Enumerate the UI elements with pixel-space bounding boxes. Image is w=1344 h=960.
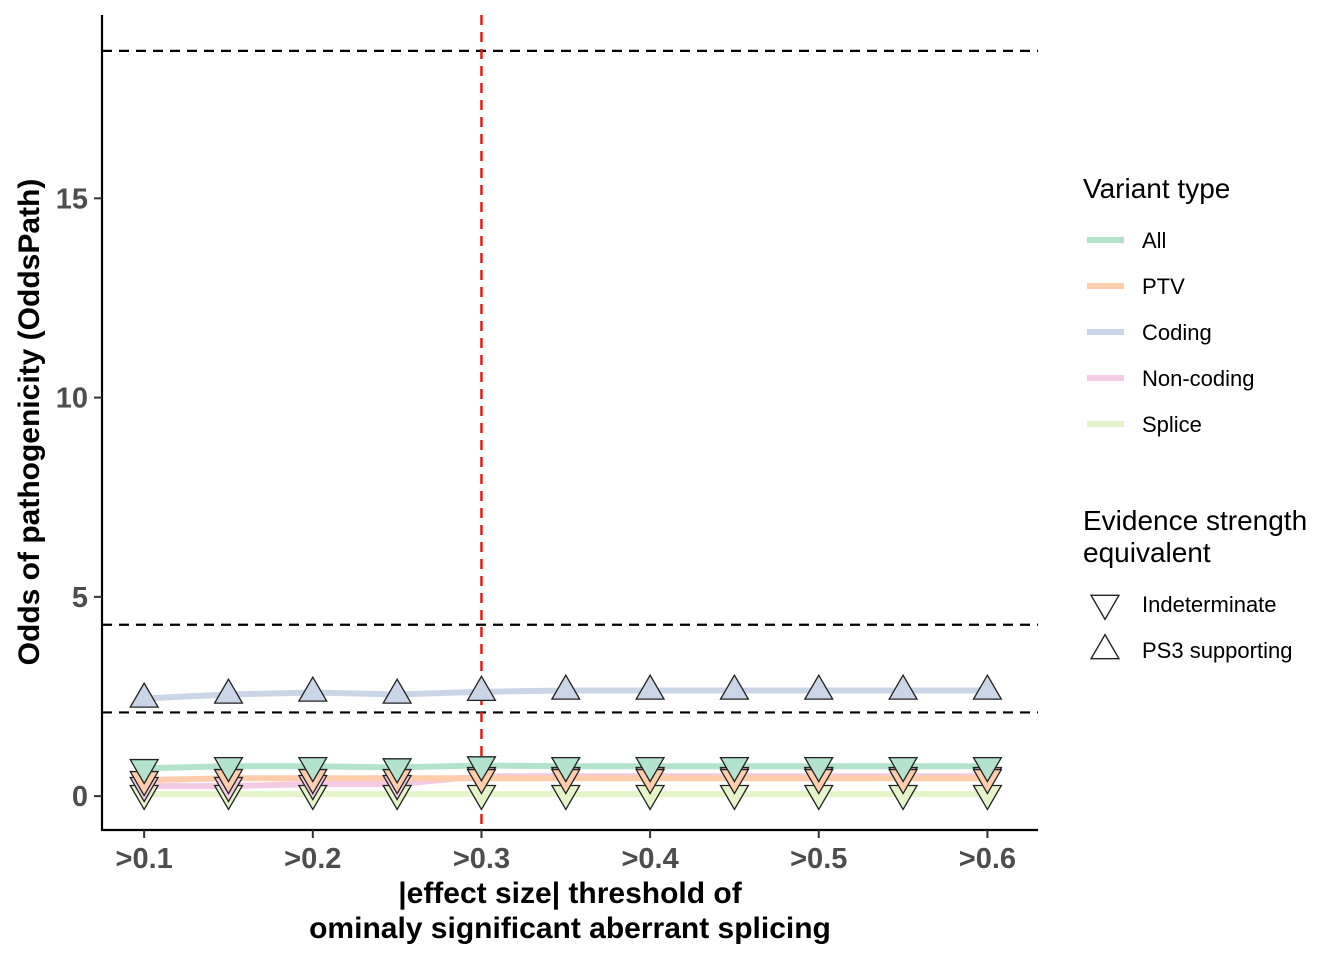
- point-coding-0: [129, 681, 160, 708]
- x-tick-label-3: >0.4: [621, 843, 678, 875]
- legend-label-non-coding: Non-coding: [1142, 366, 1255, 391]
- legend-evidence-label-1: PS3 supporting: [1142, 638, 1292, 663]
- legend-label-ptv: PTV: [1142, 274, 1185, 299]
- point-all-9: [888, 756, 919, 783]
- x-tick-label-1: >0.2: [284, 843, 341, 875]
- point-all-0: [129, 758, 160, 785]
- point-all-10: [972, 756, 1003, 783]
- point-coding-9: [888, 673, 919, 700]
- x-tick-label-0: >0.1: [116, 843, 173, 875]
- point-coding-8: [803, 673, 834, 700]
- point-all-3: [382, 758, 413, 785]
- legend-evidence-title-line2: equivalent: [1083, 537, 1211, 568]
- point-coding-3: [382, 677, 413, 704]
- legend-label-all: All: [1142, 228, 1166, 253]
- series-points: [129, 673, 1003, 811]
- legend-label-coding: Coding: [1142, 320, 1212, 345]
- legend-variant-items: All PTV Coding Non-coding Splice: [1087, 228, 1255, 437]
- axes: [100, 15, 1038, 832]
- y-tick-label-1: 5: [72, 582, 88, 614]
- x-tick-label-2: >0.3: [453, 843, 510, 875]
- point-all-4: [466, 756, 497, 783]
- legend-variant-title: Variant type: [1083, 173, 1230, 204]
- x-ticks: >0.1 >0.2 >0.3 >0.4 >0.5 >0.6: [116, 830, 1016, 875]
- point-all-7: [719, 756, 750, 783]
- x-tick-label-4: >0.5: [790, 843, 847, 875]
- point-coding-10: [972, 673, 1003, 700]
- legend-label-splice: Splice: [1142, 412, 1202, 437]
- reference-lines: [102, 15, 1038, 830]
- legend-shape-down: [1089, 594, 1121, 621]
- point-coding-1: [213, 677, 244, 704]
- point-coding-6: [635, 673, 666, 700]
- y-tick-label-2: 10: [56, 383, 88, 415]
- point-all-6: [635, 756, 666, 783]
- point-coding-4: [466, 675, 497, 701]
- x-axis-title-line1: |effect size| threshold of: [398, 877, 743, 910]
- point-all-2: [297, 756, 328, 783]
- x-axis-title-line2: ominaly significant aberrant splicing: [309, 912, 831, 945]
- point-coding-5: [550, 673, 581, 700]
- point-all-5: [550, 756, 581, 783]
- y-ticks: 0 5 10 15: [56, 183, 102, 813]
- x-tick-label-5: >0.6: [959, 843, 1016, 875]
- legend-evidence-title-line1: Evidence strength: [1083, 505, 1307, 536]
- point-coding-2: [297, 675, 328, 702]
- y-axis-title: Odds of pathogenicity (OddsPath): [13, 179, 46, 666]
- legend: Variant type All PTV Coding Non-coding Splic…: [1083, 173, 1307, 663]
- y-tick-label-3: 15: [56, 183, 88, 215]
- legend-evidence-label-0: Indeterminate: [1142, 592, 1277, 617]
- y-tick-label-0: 0: [72, 781, 88, 813]
- legend-shape-up: [1089, 633, 1121, 660]
- legend-evidence-items: Indeterminate PS3 supporting: [1089, 592, 1292, 663]
- point-coding-7: [719, 673, 750, 700]
- point-all-8: [803, 756, 834, 783]
- point-all-1: [213, 756, 244, 783]
